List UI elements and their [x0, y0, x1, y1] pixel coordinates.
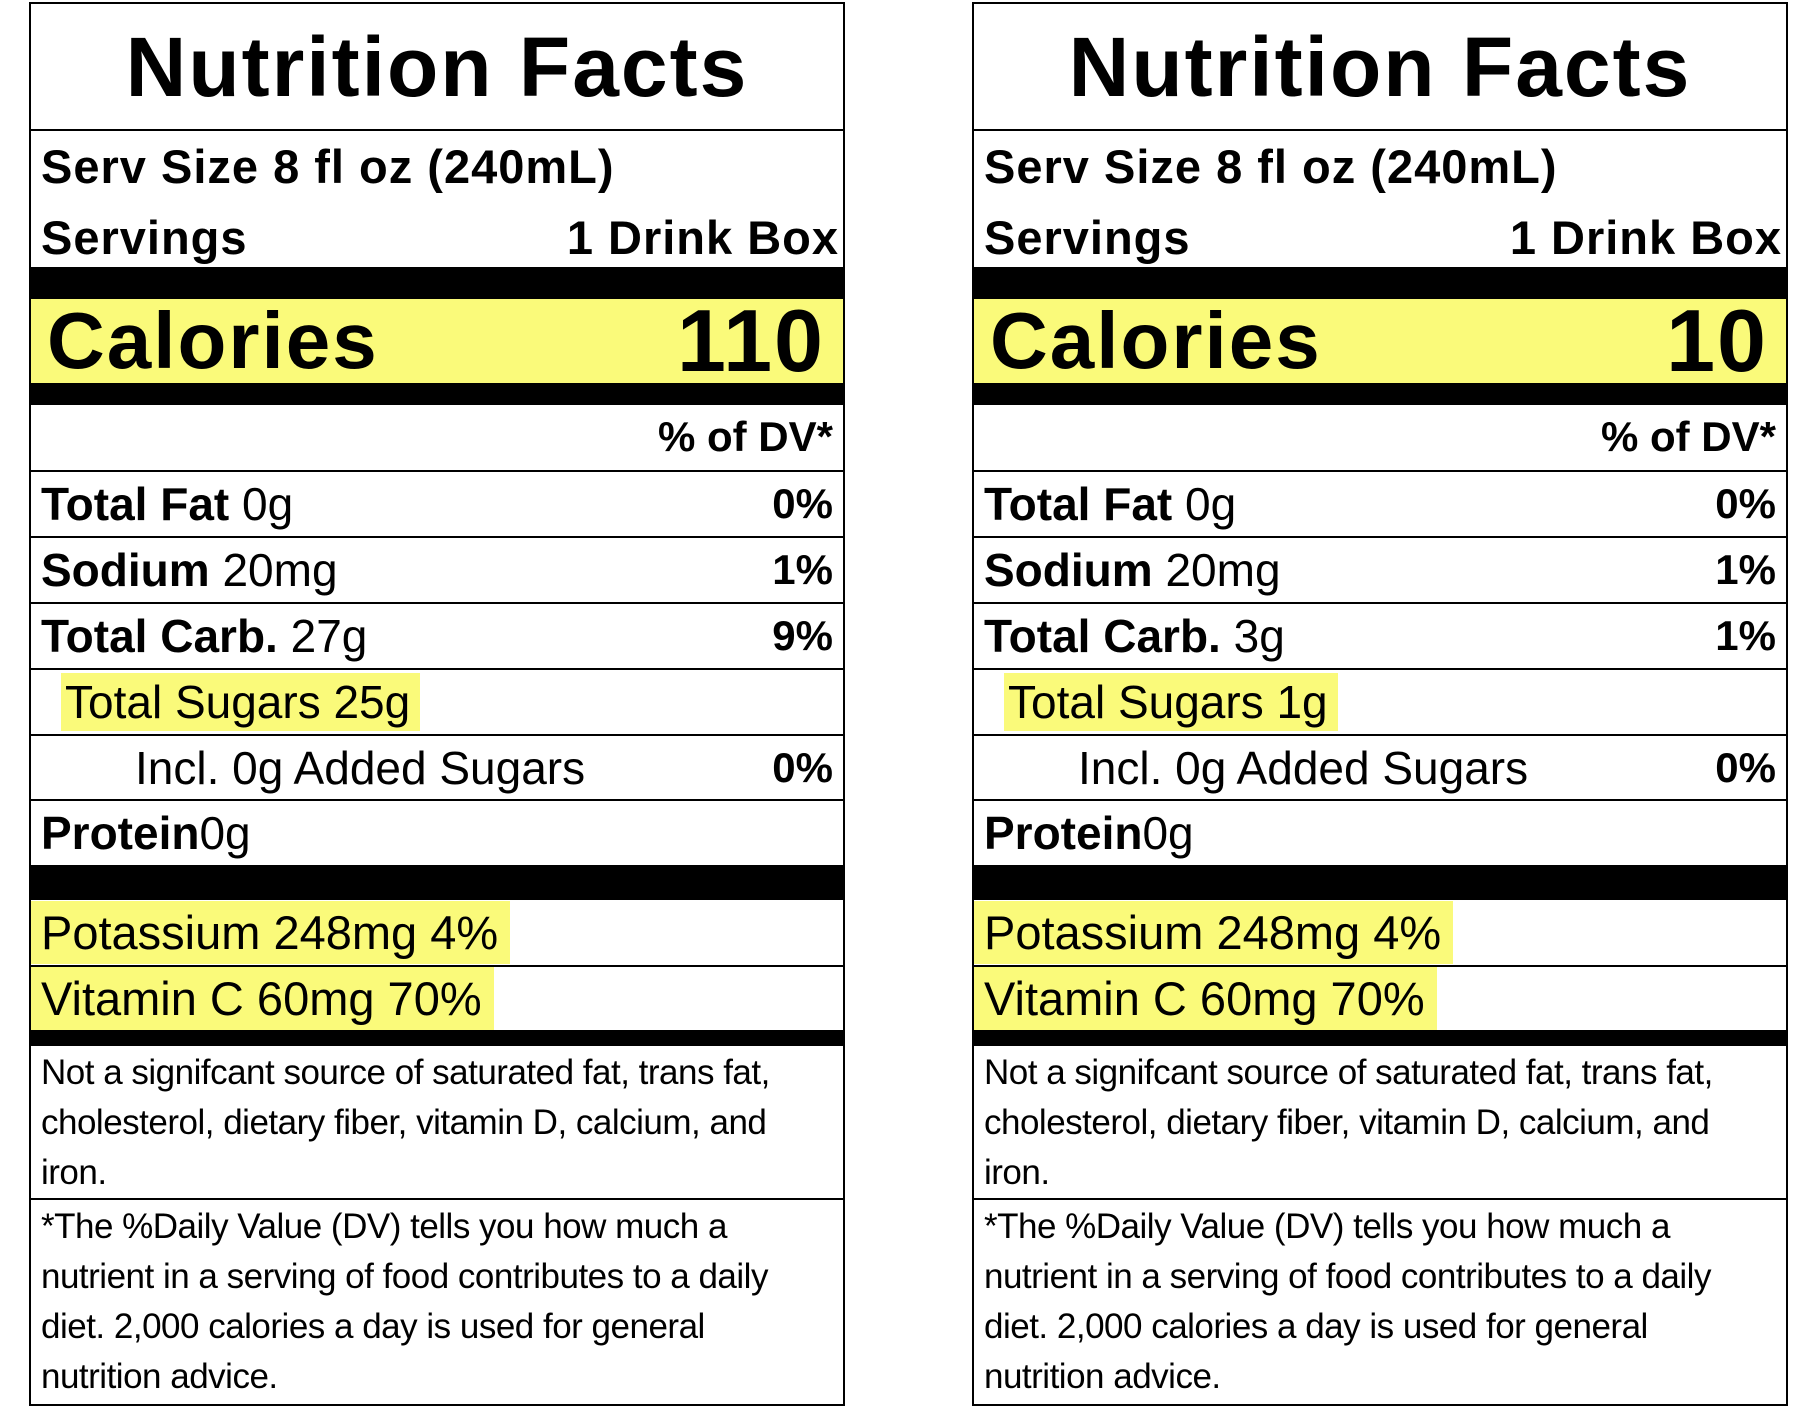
nutrient-dv: 9% [772, 611, 833, 659]
nutrition-label: Nutrition Facts Serv Size 8 fl oz (240mL)… [29, 2, 845, 1406]
footnote: Not a signifcant source of saturated fat… [41, 1053, 770, 1193]
nutrient-dv: 0% [772, 480, 833, 528]
nutrient-name: Total Carb. [41, 609, 278, 662]
calories-label: Calories [47, 295, 379, 385]
protein-name: Protein [984, 807, 1143, 860]
calories-label: Calories [990, 295, 1322, 385]
nutrient-row: Total Fat 0g 0% [974, 470, 1786, 536]
servings-value: 1 Drink Box [566, 211, 839, 264]
nutrient-label: Sodium 20mg [984, 543, 1281, 597]
calories-row: Calories 10 [974, 291, 1786, 390]
nutrient-name: Total Carb. [984, 609, 1221, 662]
nutrient-label: Total Fat 0g [984, 477, 1236, 531]
mineral: Vitamin C 60mg 70% [31, 967, 494, 1031]
divider-bar [31, 1030, 843, 1047]
nutrient-label: Total Carb. 3g [984, 609, 1285, 663]
sugars-row: Total Sugars 1g [974, 667, 1786, 734]
nutrition-label: Nutrition Facts Serv Size 8 fl oz (240mL)… [972, 2, 1788, 1406]
protein-row: Protein 0g [31, 799, 843, 865]
nutrient-amount: 20mg [1165, 544, 1281, 597]
nutrient-name: Total Fat [984, 478, 1173, 531]
divider-bar [31, 266, 843, 299]
nutrient-dv: 0% [1715, 480, 1776, 528]
nutrient-name: Sodium [984, 544, 1153, 597]
serving-section: Serv Size 8 fl oz (240mL) Servings 1 Drink… [31, 131, 843, 267]
protein-amount: 0g [1142, 807, 1194, 860]
added-sugars-row: Incl. 0g Added Sugars 0% [31, 733, 843, 800]
sugars-row: Total Sugars 25g [31, 667, 843, 734]
serving-size: Serv Size 8 fl oz (240mL) [41, 140, 615, 193]
mineral-row: Vitamin C 60mg 70% [974, 965, 1786, 1031]
nutrient-amount: 0g [242, 478, 294, 531]
serving-section: Serv Size 8 fl oz (240mL) Servings 1 Drink… [974, 131, 1786, 267]
added-sugars: Incl. 0g Added Sugars [135, 741, 586, 794]
dv-header: % of DV* [657, 413, 833, 461]
label-title: Nutrition Facts [974, 4, 1786, 131]
dv-header-row: % of DV* [974, 405, 1786, 471]
divider-bar [31, 382, 843, 405]
calories-value: 110 [677, 290, 825, 390]
nutrient-amount: 3g [1233, 609, 1285, 662]
divider-bar [974, 1030, 1786, 1047]
total-sugars: Total Sugars 25g [61, 672, 421, 731]
nutrient-label: Total Fat 0g [41, 477, 293, 531]
divider-bar [31, 865, 843, 901]
nutrient-name: Total Fat [41, 478, 230, 531]
protein-row: Protein 0g [974, 799, 1786, 865]
nutrient-row: Total Carb. 3g 1% [974, 602, 1786, 668]
footnote: Not a signifcant source of saturated fat… [984, 1053, 1713, 1193]
nutrient-row: Sodium 20mg 1% [31, 536, 843, 602]
nutrient-row: Total Carb. 27g 9% [31, 602, 843, 668]
nutrient-row: Total Fat 0g 0% [31, 470, 843, 536]
nutrient-dv: 1% [1715, 611, 1776, 659]
nutrient-amount: 27g [290, 609, 368, 662]
nutrient-amount: 0g [1185, 478, 1237, 531]
dv-header-row: % of DV* [31, 405, 843, 471]
nutrient-name: Sodium [41, 544, 210, 597]
divider-bar [974, 266, 1786, 299]
servings-line: Servings 1 Drink Box [41, 210, 839, 265]
mineral-row: Potassium 248mg 4% [31, 900, 843, 965]
footnote: *The %Daily Value (DV) tells you how muc… [974, 1198, 1786, 1404]
added-sugars-row: Incl. 0g Added Sugars 0% [974, 733, 1786, 800]
mineral-row: Vitamin C 60mg 70% [31, 965, 843, 1031]
servings-label: Servings [984, 211, 1191, 264]
servings-label: Servings [41, 211, 248, 264]
nutrient-dv: 1% [1715, 546, 1776, 594]
protein-name: Protein [41, 807, 200, 860]
dv-header: % of DV* [1600, 413, 1776, 461]
nutrient-dv: 1% [772, 546, 833, 594]
protein-amount: 0g [199, 807, 251, 860]
calories-row: Calories 110 [31, 291, 843, 390]
servings-value: 1 Drink Box [1509, 211, 1782, 264]
servings-line: Servings 1 Drink Box [984, 210, 1782, 265]
nutrient-label: Total Carb. 27g [41, 609, 367, 663]
footnote: *The %Daily Value (DV) tells you how muc… [31, 1198, 843, 1404]
added-sugars-dv: 0% [1715, 743, 1776, 791]
serving-size: Serv Size 8 fl oz (240mL) [984, 140, 1558, 193]
added-sugars-dv: 0% [772, 743, 833, 791]
nutrient-row: Sodium 20mg 1% [974, 536, 1786, 602]
total-sugars: Total Sugars 1g [1004, 672, 1338, 731]
mineral: Potassium 248mg 4% [31, 901, 511, 965]
mineral-row: Potassium 248mg 4% [974, 900, 1786, 965]
added-sugars: Incl. 0g Added Sugars [1078, 741, 1529, 794]
nutrient-label: Sodium 20mg [41, 543, 338, 597]
divider-bar [974, 865, 1786, 901]
mineral: Vitamin C 60mg 70% [974, 967, 1437, 1031]
mineral: Potassium 248mg 4% [974, 901, 1454, 965]
label-title: Nutrition Facts [31, 4, 843, 131]
divider-bar [974, 382, 1786, 405]
calories-value: 10 [1666, 290, 1768, 390]
nutrient-amount: 20mg [222, 544, 338, 597]
